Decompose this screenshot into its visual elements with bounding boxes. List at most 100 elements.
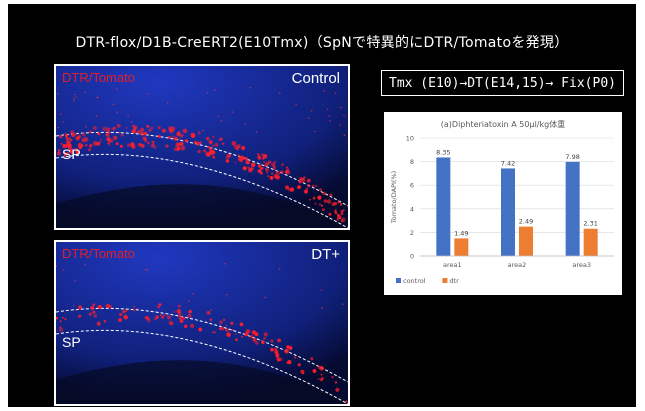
tomato-cell	[212, 144, 214, 147]
tomato-cell	[190, 132, 195, 137]
tomato-cell	[337, 200, 340, 204]
tomato-cell	[255, 131, 258, 134]
tomato-cell	[97, 132, 101, 136]
tomato-cell	[116, 88, 118, 90]
tomato-cell	[68, 137, 71, 140]
tomato-cell	[196, 141, 201, 146]
tomato-cell	[197, 131, 201, 135]
bar-control-area1	[436, 157, 451, 256]
tomato-cell	[244, 123, 246, 126]
tomato-cell	[64, 318, 67, 321]
tomato-cell	[84, 263, 86, 266]
tomato-cell	[118, 318, 122, 322]
tomato-cell	[184, 324, 188, 328]
tomato-cell	[329, 193, 333, 197]
tomato-cell	[334, 209, 337, 212]
tomato-cell	[214, 142, 219, 147]
tomato-cell	[93, 314, 98, 318]
tomato-cell	[173, 311, 175, 313]
tomato-cell	[62, 269, 64, 271]
tomato-cell	[300, 369, 305, 374]
tomato-cell	[192, 293, 194, 295]
tomato-cell	[318, 203, 322, 206]
bar-control-area3	[565, 161, 580, 256]
control-micrograph-image	[56, 66, 348, 228]
control-sp-label: SP	[62, 146, 81, 162]
tomato-cell	[140, 127, 144, 132]
tomato-cell	[113, 129, 115, 132]
tomato-cell	[60, 142, 63, 145]
tomato-cell	[334, 381, 338, 384]
tomato-cell	[173, 136, 178, 141]
tomato-cell	[319, 188, 322, 191]
x-tick-label: area3	[572, 261, 591, 269]
tomato-cell	[234, 145, 239, 150]
tomato-cell	[62, 143, 67, 149]
tomato-cell	[132, 124, 134, 127]
tomato-cell	[125, 126, 128, 129]
tomato-cell	[74, 280, 77, 282]
tomato-cell	[166, 315, 171, 320]
tomato-cell	[116, 123, 121, 128]
tomato-cell	[182, 317, 186, 320]
tomato-cell	[339, 124, 342, 126]
tomato-cell	[312, 196, 316, 200]
tomato-cell	[77, 135, 81, 139]
tomato-cell	[249, 86, 252, 89]
tomato-cell	[56, 316, 59, 320]
tomato-cell	[157, 305, 160, 309]
tomato-cell	[297, 363, 301, 367]
tomato-cell	[168, 136, 171, 139]
tomato-cell	[78, 305, 82, 310]
tomato-cell	[313, 130, 316, 133]
tomato-cell	[166, 102, 169, 104]
tomato-cell	[340, 209, 344, 213]
tomato-cell	[309, 198, 311, 201]
tomato-cell	[146, 141, 150, 145]
tomato-cell	[112, 126, 116, 130]
tomato-cell	[169, 129, 172, 132]
tomato-cell	[168, 320, 173, 325]
dt-micrograph-image	[56, 242, 348, 404]
tomato-cell	[271, 162, 276, 167]
tomato-cell	[285, 169, 291, 175]
tomato-cell	[103, 319, 107, 323]
tomato-cell	[132, 125, 138, 130]
tomato-cell	[107, 142, 110, 145]
bar-dtr-area2	[519, 226, 533, 256]
chart-title: (a)Diphteriatoxin A 50μl/kg体重	[441, 119, 565, 129]
tomato-cell	[132, 308, 136, 312]
tomato-cell	[226, 153, 231, 158]
tomato-cell	[57, 126, 60, 129]
tomato-cell	[177, 312, 182, 317]
tomato-cell	[206, 310, 211, 315]
tomato-cell	[78, 314, 82, 318]
tomato-cell	[165, 144, 169, 148]
tomato-cell	[319, 365, 324, 371]
tomato-cell	[260, 171, 263, 175]
tomato-cell	[213, 331, 216, 334]
tomato-cell	[92, 310, 96, 314]
tomato-cell	[334, 211, 338, 215]
tomato-cell	[140, 143, 145, 148]
tomato-cell	[306, 187, 309, 190]
tomato-cell	[266, 171, 269, 174]
data-label-control-area3: 7.98	[565, 153, 579, 161]
tomato-cell	[109, 139, 114, 143]
tomato-cell	[225, 324, 228, 327]
legend-label-control: control	[403, 277, 426, 285]
tomato-cell	[270, 339, 274, 343]
tomato-cell	[263, 160, 266, 164]
tomato-cell	[126, 143, 131, 147]
tomato-cell	[239, 155, 245, 161]
tomato-cell	[212, 331, 214, 334]
tomato-cell	[75, 309, 77, 311]
y-tick-label: 10	[406, 135, 414, 143]
tomato-cell	[326, 108, 329, 111]
tomato-cell	[133, 305, 135, 308]
tomato-cell	[267, 160, 272, 164]
tomato-cell	[75, 96, 77, 98]
tomato-cell	[179, 134, 183, 138]
tomato-cell	[310, 109, 313, 112]
tomato-cell	[231, 329, 234, 331]
